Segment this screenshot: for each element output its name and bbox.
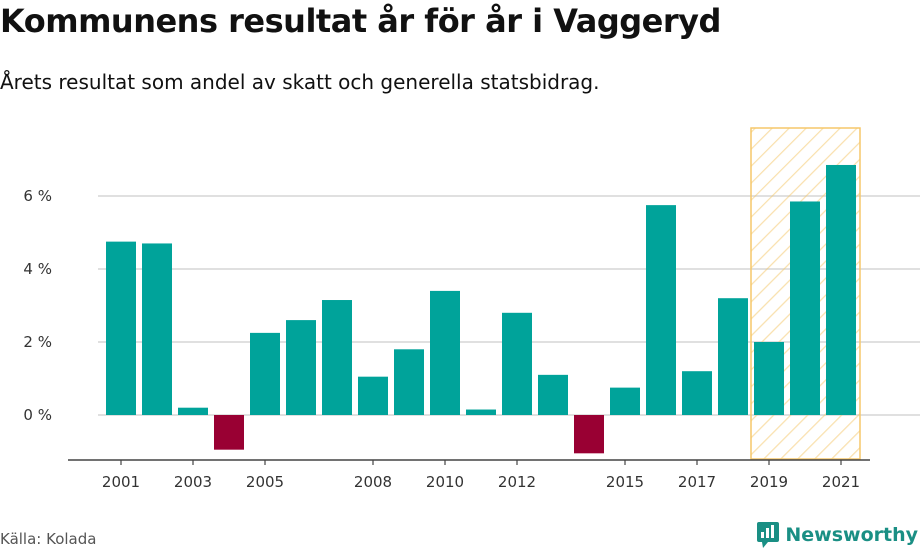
- chart-subtitle: Årets resultat som andel av skatt och ge…: [0, 70, 600, 94]
- x-tick-label: 2017: [678, 473, 716, 491]
- x-tick-label: 2001: [102, 473, 140, 491]
- bar-2008: [358, 376, 388, 415]
- axis-layer: 2001 2003 2005 2008 2010 2012 2015 2017 2019 2021: [68, 459, 870, 491]
- bar-2014: [574, 415, 604, 454]
- source-label: Källa: Kolada: [0, 530, 97, 548]
- bar-layer: [106, 164, 856, 454]
- bar-2018: [718, 298, 748, 415]
- newsworthy-logo: Newsworthy: [757, 522, 918, 548]
- x-tick-label: 2005: [246, 473, 284, 491]
- bar-2005: [250, 332, 280, 415]
- x-tick-label: 2019: [750, 473, 788, 491]
- x-tick-label: 2012: [498, 473, 536, 491]
- bar-2016: [646, 205, 676, 415]
- bar-2019: [754, 342, 784, 415]
- y-tick-label: 6 %: [23, 187, 52, 205]
- bar-2013: [538, 374, 568, 415]
- y-tick-label: 4 %: [23, 260, 52, 278]
- bar-2011: [466, 409, 496, 415]
- newsworthy-icon: [757, 522, 780, 548]
- x-tick-label: 2015: [606, 473, 644, 491]
- bar-2004: [214, 415, 244, 450]
- bar-2015: [610, 387, 640, 415]
- bar-2020: [790, 201, 820, 415]
- bar-2021: [826, 164, 856, 415]
- x-tick-label: 2008: [354, 473, 392, 491]
- bar-2010: [430, 290, 460, 415]
- bar-2006: [286, 320, 316, 415]
- bar-2001: [106, 241, 136, 415]
- y-tick-label: 0 %: [23, 406, 52, 424]
- bar-2002: [142, 243, 172, 415]
- bar-2012: [502, 312, 532, 415]
- bar-2003: [178, 407, 208, 415]
- brand-name: Newsworthy: [785, 524, 918, 546]
- x-tick-label: 2021: [822, 473, 860, 491]
- x-tick-label: 2003: [174, 473, 212, 491]
- bar-2009: [394, 349, 424, 415]
- bar-2017: [682, 371, 712, 415]
- chart-title: Kommunens resultat år för år i Vaggeryd: [0, 2, 721, 40]
- y-tick-label: 2 %: [23, 333, 52, 351]
- x-tick-label: 2010: [426, 473, 464, 491]
- bar-2007: [322, 300, 352, 415]
